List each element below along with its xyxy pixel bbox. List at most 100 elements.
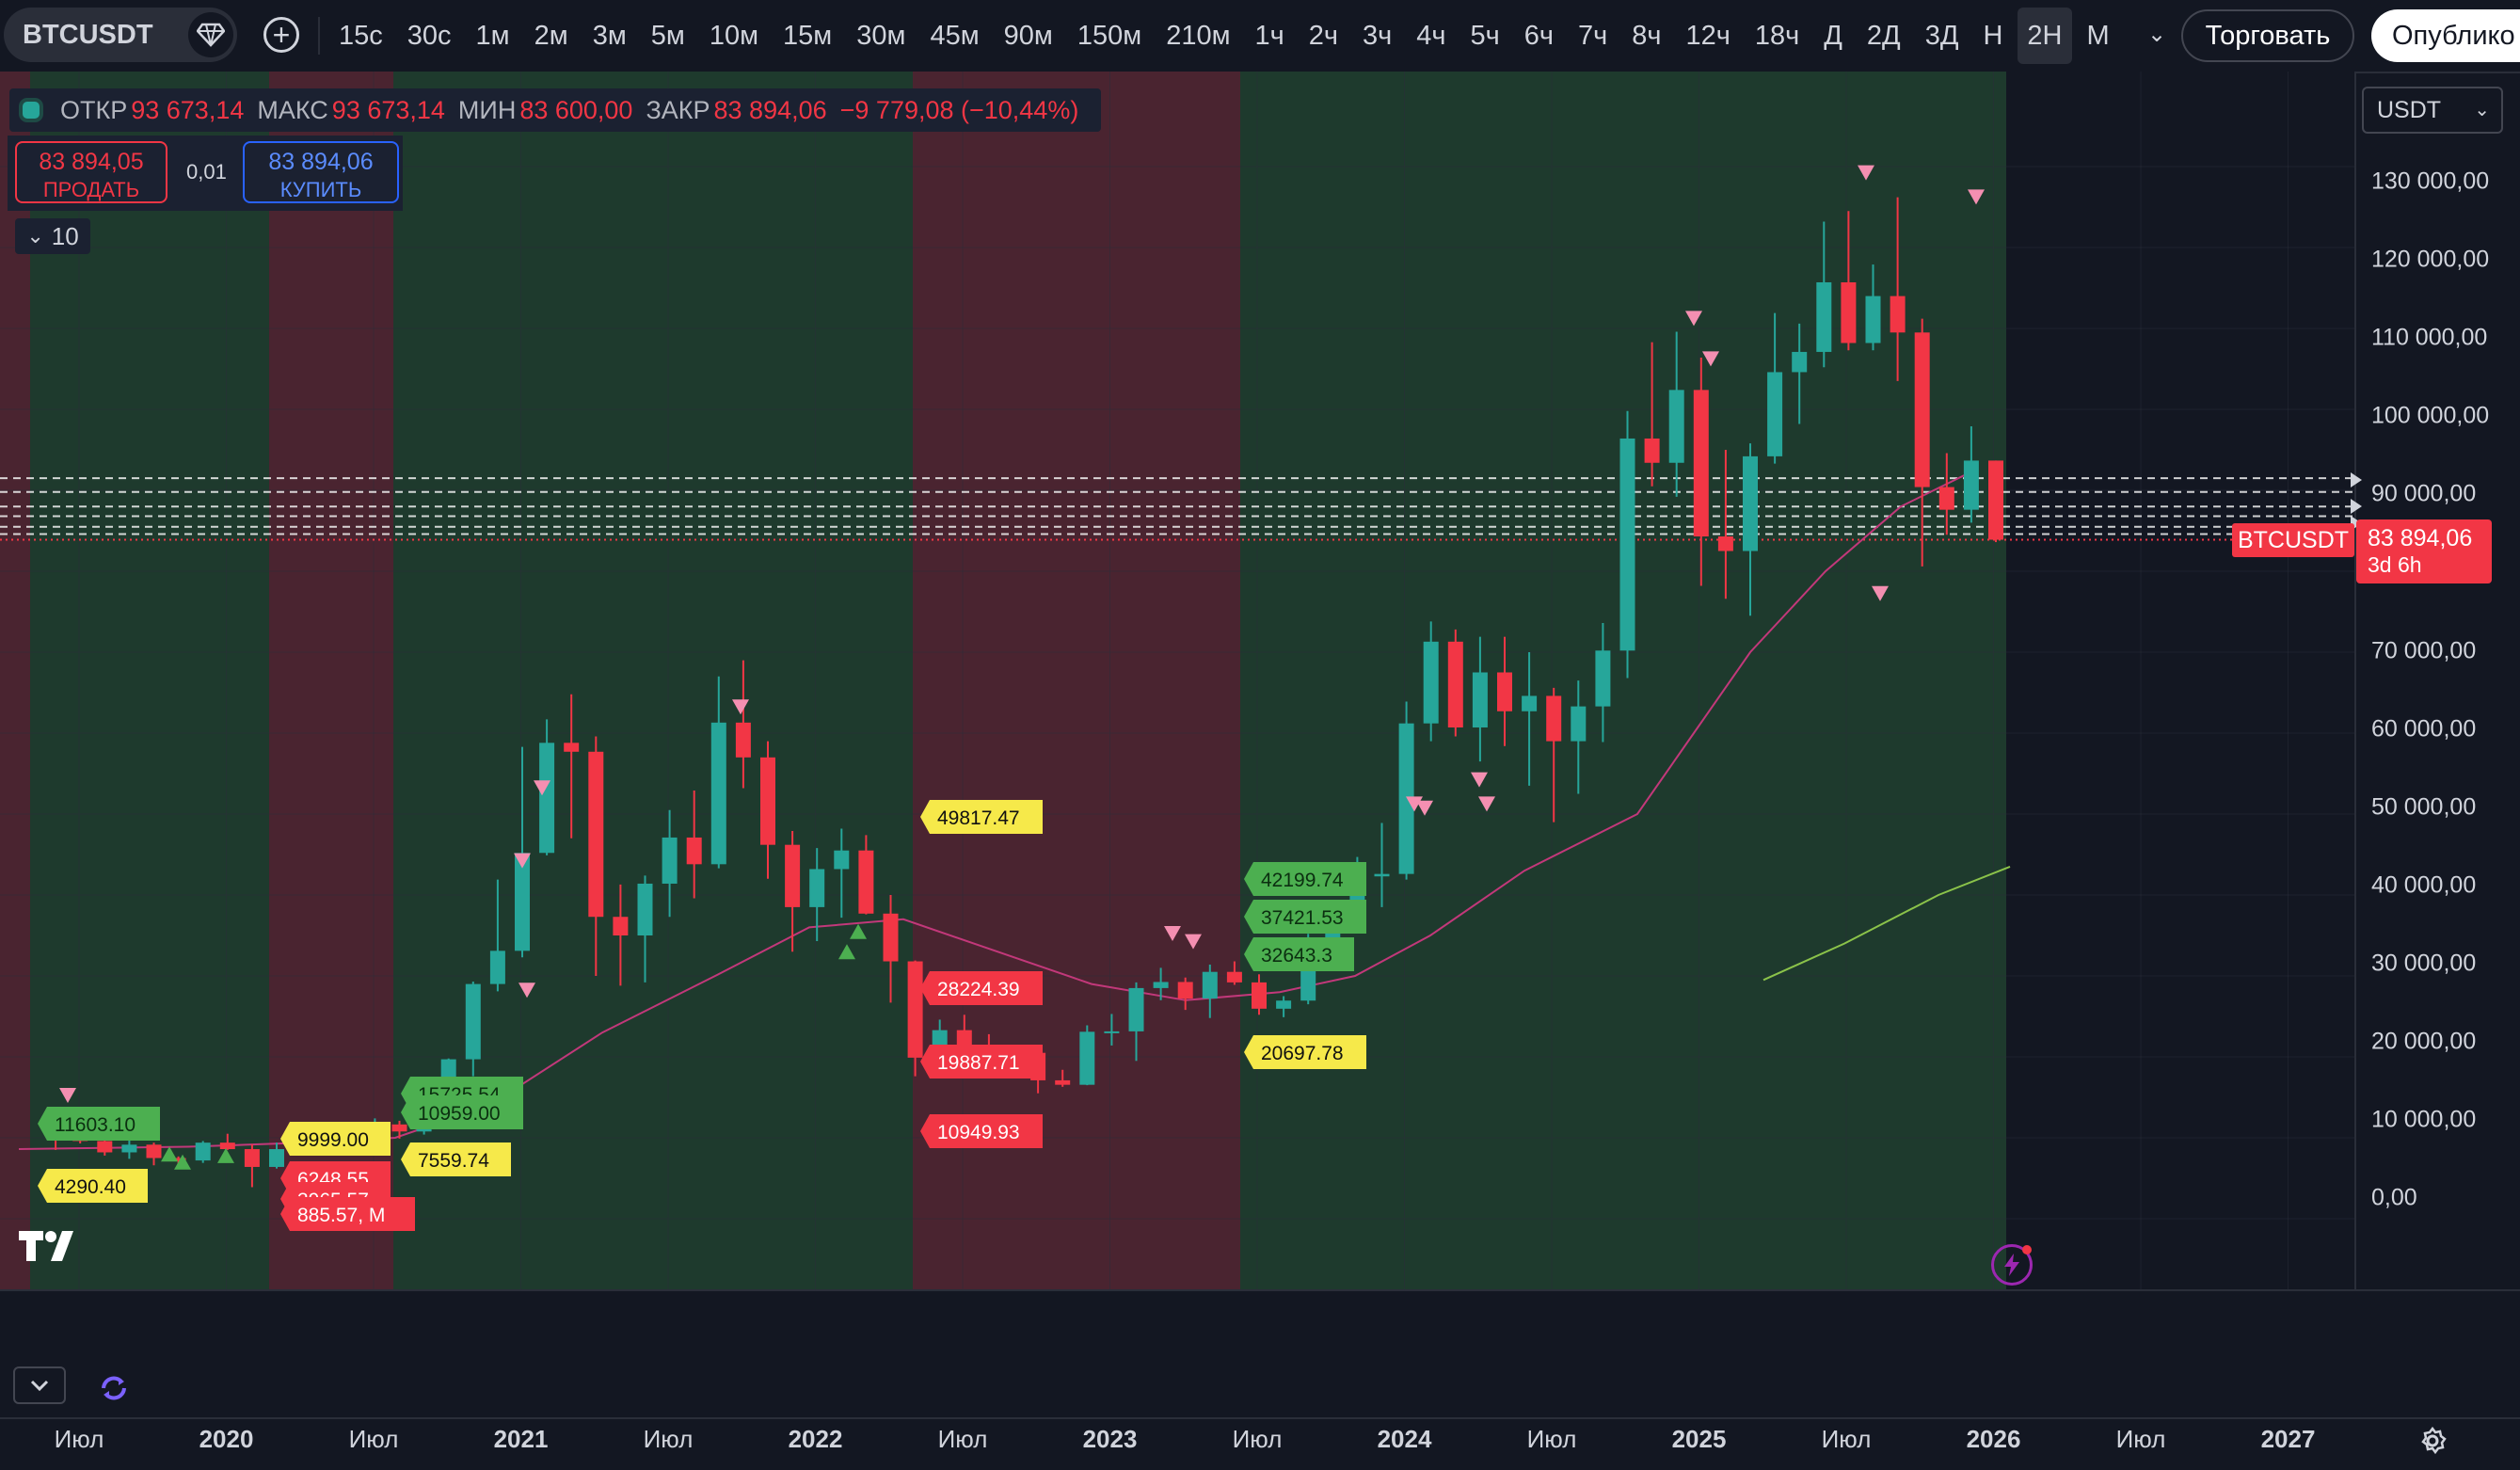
interval-28[interactable]: 2Н [2018, 8, 2072, 64]
collapse-panel-button[interactable] [13, 1366, 66, 1404]
interval-23[interactable]: 18ч [1754, 21, 1800, 51]
candle-body [1177, 982, 1193, 999]
interval-25[interactable]: 2Д [1866, 21, 1901, 51]
interval-7[interactable]: 10м [709, 21, 759, 51]
candle-body [1743, 455, 1758, 551]
symbol-search-button[interactable]: BTCUSDT [4, 8, 237, 62]
interval-19[interactable]: 6ч [1523, 21, 1555, 51]
interval-29[interactable]: М [2086, 21, 2110, 51]
interval-11[interactable]: 90м [1003, 21, 1053, 51]
interval-13[interactable]: 210м [1166, 21, 1231, 51]
interval-9[interactable]: 30м [856, 21, 906, 51]
price-label-tag [38, 1169, 148, 1203]
low-value: 83 600,00 [519, 95, 633, 124]
interval-17[interactable]: 4ч [1416, 21, 1446, 51]
down-triangle-marker [1872, 585, 1889, 601]
down-triangle-marker [1406, 796, 1423, 812]
candle-body [1128, 987, 1144, 1031]
candle-body [1252, 982, 1267, 1009]
time-axis-month: Июл [2115, 1425, 2166, 1453]
toolbar-divider [318, 17, 320, 55]
price-label-tag [280, 1122, 391, 1156]
trade-button[interactable]: Торговать [2181, 9, 2354, 62]
sell-button[interactable]: 83 894,05 ПРОДАТЬ [15, 141, 167, 203]
sync-icon[interactable] [98, 1372, 130, 1404]
interval-2[interactable]: 30с [407, 21, 452, 51]
candle-body [1841, 281, 1857, 344]
interval-20[interactable]: 7ч [1578, 21, 1608, 51]
interval-16[interactable]: 3ч [1363, 21, 1393, 51]
up-triangle-marker [838, 944, 855, 960]
zone-rect [913, 72, 1240, 1289]
up-triangle-marker [217, 1147, 234, 1163]
candle-body [686, 837, 702, 865]
currency-value: USDT [2377, 96, 2442, 123]
candle-body [1595, 650, 1611, 707]
down-triangle-marker [59, 1088, 76, 1103]
interval-21[interactable]: 8ч [1632, 21, 1662, 51]
interval-1[interactable]: 15с [339, 21, 383, 51]
interval-24[interactable]: Д [1824, 21, 1842, 51]
interval-22[interactable]: 12ч [1685, 21, 1731, 51]
lightning-icon[interactable] [1991, 1244, 2033, 1286]
candle-body [1717, 536, 1733, 551]
down-triangle-marker [518, 983, 535, 999]
down-triangle-marker [732, 699, 749, 715]
add-symbol-icon[interactable]: + [263, 17, 299, 53]
down-triangle-marker [1702, 351, 1719, 367]
interval-26[interactable]: 3Д [1924, 21, 1959, 51]
candle-body [539, 743, 555, 854]
interval-12[interactable]: 150м [1077, 21, 1142, 51]
interval-6[interactable]: 5м [650, 21, 685, 51]
currency-select[interactable]: USDT ⌄ [2362, 87, 2503, 134]
price-label-text: 28224.39 [937, 979, 1020, 1000]
interval-8[interactable]: 15м [783, 21, 833, 51]
ohlc-legend: ОТКР 93 673,14 МАКС 93 673,14 МИН 83 600… [9, 88, 1102, 132]
candle-body [1153, 982, 1169, 988]
tradingview-logo-icon[interactable] [19, 1229, 81, 1263]
price-axis-label: 60 000,00 [2371, 715, 2477, 743]
price-label-text: 19887.71 [937, 1052, 1020, 1074]
publish-button[interactable]: Опублико [2371, 9, 2520, 62]
notification-dot [2022, 1245, 2032, 1254]
market-status-icon[interactable] [19, 98, 43, 122]
price-label-tag [920, 800, 1043, 834]
candle-body [1890, 296, 1906, 333]
interval-4[interactable]: 2м [534, 21, 568, 51]
candle-body [1816, 281, 1832, 352]
candle-body [1522, 695, 1538, 711]
price-axis-label: 20 000,00 [2371, 1028, 2477, 1055]
down-triangle-marker [514, 853, 531, 869]
open-value: 93 673,14 [131, 95, 245, 124]
indicators-collapse-button[interactable]: ⌄ 10 [15, 218, 90, 254]
price-label-text: 9999.00 [297, 1129, 369, 1151]
down-triangle-marker [1968, 189, 1985, 205]
time-axis-year: 2023 [1082, 1425, 1138, 1453]
candle-body [883, 913, 899, 962]
candle-body [146, 1144, 162, 1158]
interval-15[interactable]: 2ч [1308, 21, 1339, 51]
interval-3[interactable]: 1м [475, 21, 510, 51]
price-label-tag [920, 971, 1043, 1005]
interval-5[interactable]: 3м [592, 21, 627, 51]
bottom-panel [0, 1289, 2520, 1419]
interval-27[interactable]: Н [1983, 21, 2003, 51]
price-label-tag [38, 1107, 160, 1141]
time-axis[interactable] [0, 1417, 2520, 1470]
trade-panel: 83 894,05 ПРОДАТЬ 0,01 83 894,06 КУПИТЬ [8, 136, 403, 211]
chevron-down-icon[interactable]: ⌄ [2147, 22, 2167, 47]
price-label-tag [1244, 1035, 1366, 1069]
interval-14[interactable]: 1ч [1254, 21, 1284, 51]
interval-10[interactable]: 45м [930, 21, 980, 51]
buy-label: КУПИТЬ [279, 178, 362, 201]
interval-18[interactable]: 5ч [1470, 21, 1500, 51]
time-axis-month: Июл [643, 1425, 694, 1453]
price-axis-label: 110 000,00 [2371, 324, 2488, 351]
price-axis[interactable] [2354, 72, 2520, 1289]
price-chart[interactable]: 11603.104290.409999.006248.553965.57885.… [0, 72, 2354, 1289]
candle-body [1914, 332, 1930, 487]
time-axis-month: Июл [1821, 1425, 1872, 1453]
gear-icon[interactable] [2418, 1427, 2447, 1455]
buy-button[interactable]: 83 894,06 КУПИТЬ [243, 141, 399, 203]
diamond-icon[interactable] [188, 12, 233, 57]
